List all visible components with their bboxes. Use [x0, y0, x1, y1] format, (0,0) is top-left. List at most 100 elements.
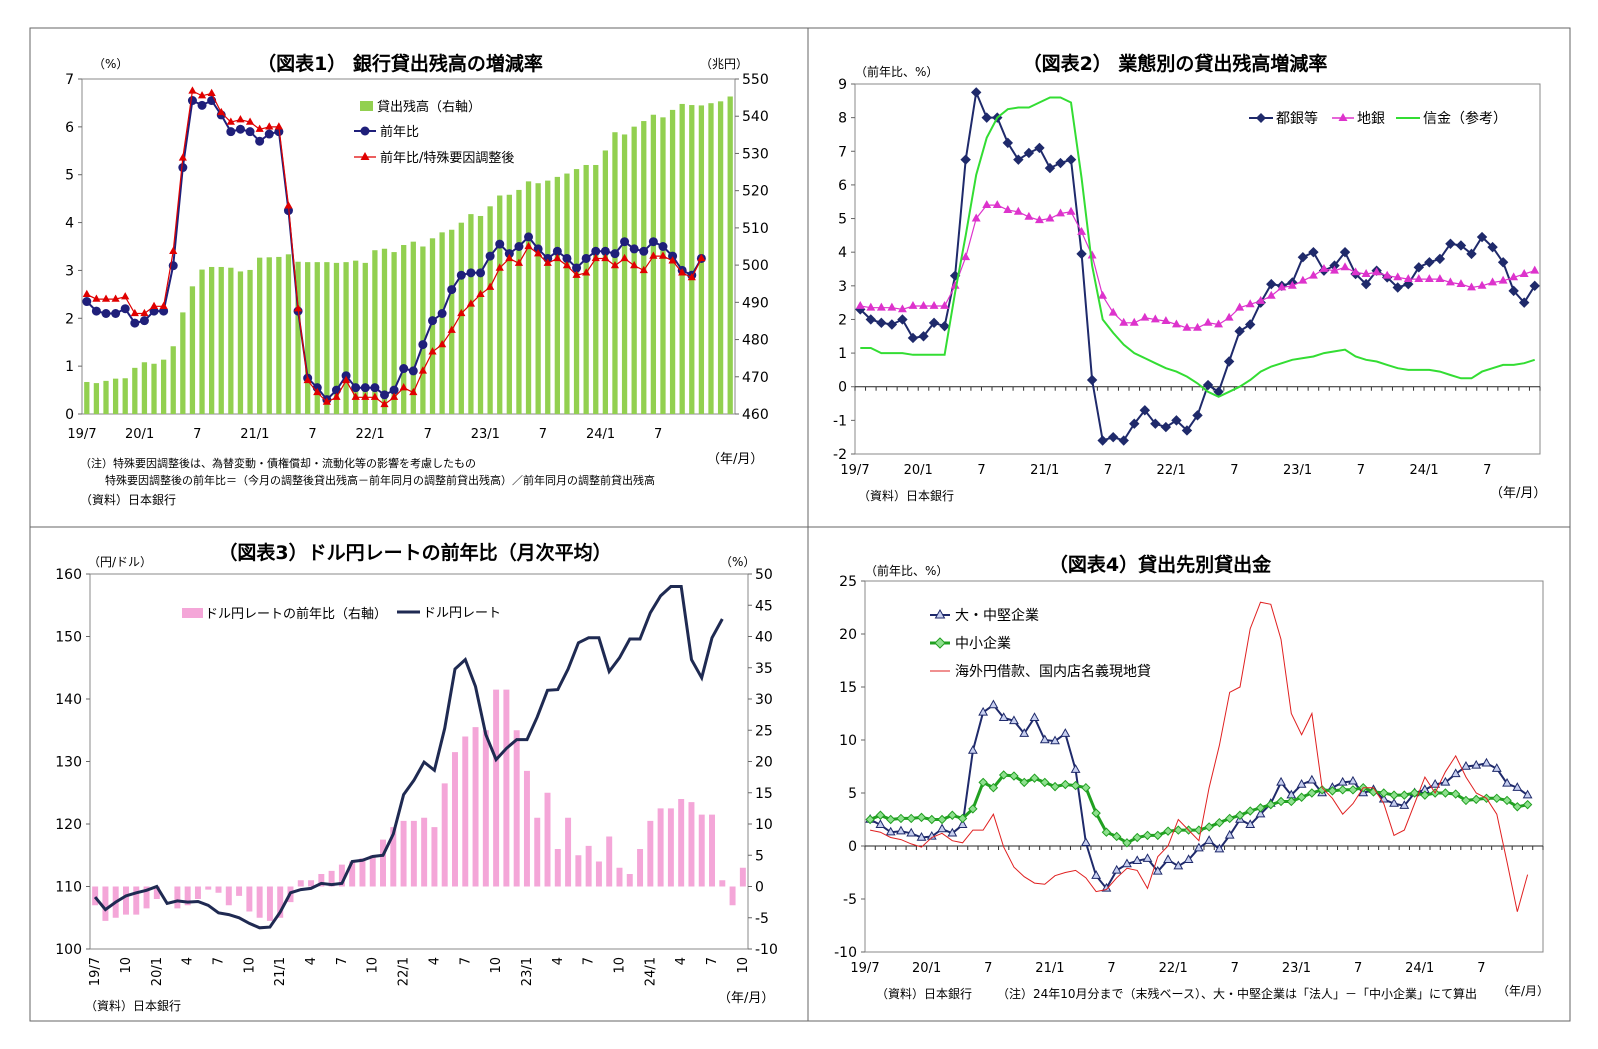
right-tick-label: 470: [742, 370, 769, 386]
bar: [585, 845, 592, 887]
bar: [647, 820, 654, 887]
data-point: [1476, 231, 1488, 243]
bar: [380, 839, 386, 887]
data-point: [620, 253, 629, 262]
data-point: [91, 306, 101, 316]
left-tick-label: 20: [839, 627, 857, 643]
right-tick-label: 480: [742, 333, 769, 349]
x-tick-label: 7: [1354, 961, 1362, 976]
data-point: [1399, 800, 1410, 809]
x-tick-label: 7: [212, 957, 227, 965]
chart1-title: （図表1） 銀行貸出残高の増減率: [257, 52, 543, 75]
left-tick-label: -10: [834, 945, 857, 961]
data-point: [1466, 248, 1477, 260]
left-tick-label: 0: [838, 380, 847, 396]
data-point: [866, 302, 876, 311]
data-point: [1255, 803, 1266, 813]
data-point: [1097, 435, 1108, 446]
data-point: [885, 826, 896, 836]
left-tick-label: 0: [65, 407, 74, 423]
data-point: [957, 819, 968, 828]
data-point: [351, 392, 360, 400]
data-point: [658, 251, 668, 259]
bar: [477, 215, 484, 414]
data-point: [1173, 860, 1184, 870]
data-point: [514, 242, 524, 251]
data-point: [1420, 790, 1430, 800]
x-tick-label: 19/7: [850, 961, 879, 976]
chart1-x-unit: （年/月）: [707, 452, 763, 467]
data-point: [341, 375, 351, 384]
chart3-title: （図表3）ドル円レートの前年比（月次平均）: [218, 541, 611, 564]
bar: [595, 861, 602, 887]
data-point: [940, 300, 950, 309]
data-point: [928, 317, 940, 329]
data-point: [918, 331, 929, 342]
data-point: [687, 272, 696, 281]
data-point: [970, 87, 982, 98]
data-point: [149, 301, 159, 309]
data-point: [284, 201, 293, 209]
bar: [256, 886, 263, 918]
bar: [545, 180, 551, 414]
data-point: [82, 289, 91, 298]
data-point: [1070, 764, 1081, 773]
data-point: [998, 770, 1009, 780]
right-tick-label: 45: [755, 598, 773, 614]
data-point: [1450, 789, 1461, 799]
data-point: [1440, 776, 1451, 786]
data-point: [1424, 257, 1435, 268]
chart2-legend-swatch-regional: [1338, 113, 1348, 121]
bar: [429, 238, 436, 414]
bar: [143, 886, 150, 909]
data-point: [1276, 776, 1286, 786]
data-point: [1445, 238, 1456, 249]
bar: [205, 886, 212, 890]
left-tick-label: 4: [65, 216, 74, 232]
data-point: [1223, 356, 1235, 367]
data-point: [1382, 270, 1392, 279]
data-point: [1461, 795, 1471, 806]
x-tick-label: 10: [736, 957, 751, 974]
left-tick-label: 9: [838, 77, 847, 93]
bar: [554, 176, 560, 414]
x-tick-label: 22/1: [1159, 961, 1188, 976]
chart4-legend-large: 大・中堅企業: [955, 607, 1039, 624]
chart1-legend-swatch-adjusted: [360, 152, 370, 160]
x-tick-label: 22/1: [355, 427, 384, 442]
bar: [305, 262, 311, 414]
data-point: [1076, 248, 1087, 260]
right-tick-label: 35: [755, 661, 773, 677]
data-point: [524, 241, 533, 250]
data-point: [581, 253, 591, 263]
bar: [184, 886, 191, 906]
data-point: [591, 246, 601, 256]
data-point: [322, 397, 331, 405]
left-tick-label: 3: [65, 263, 74, 279]
bar: [420, 246, 426, 414]
bar: [390, 827, 397, 887]
data-point: [457, 308, 466, 317]
data-point: [961, 252, 971, 261]
data-point: [988, 699, 999, 709]
series-line: [859, 88, 1536, 442]
data-point: [1297, 252, 1309, 263]
data-point: [610, 249, 620, 259]
data-point: [255, 136, 265, 146]
data-point: [1009, 715, 1019, 725]
right-tick-label: 25: [755, 723, 773, 739]
right-tick-label: 540: [742, 109, 769, 125]
right-tick-label: 5: [755, 848, 764, 864]
data-point: [926, 830, 937, 840]
data-point: [187, 96, 197, 106]
data-point: [1530, 265, 1540, 274]
data-point: [947, 827, 958, 837]
data-point: [1122, 838, 1132, 848]
chart4: （図表4）貸出先別貸出金 （前年比、%） （年/月） （資料）日本銀行 （注）2…: [834, 553, 1549, 1001]
data-point: [120, 304, 130, 314]
data-point: [971, 213, 981, 222]
data-point: [1512, 802, 1523, 812]
data-point: [929, 300, 939, 309]
chart3-source: （資料）日本銀行: [85, 999, 181, 1013]
data-point: [197, 91, 207, 99]
